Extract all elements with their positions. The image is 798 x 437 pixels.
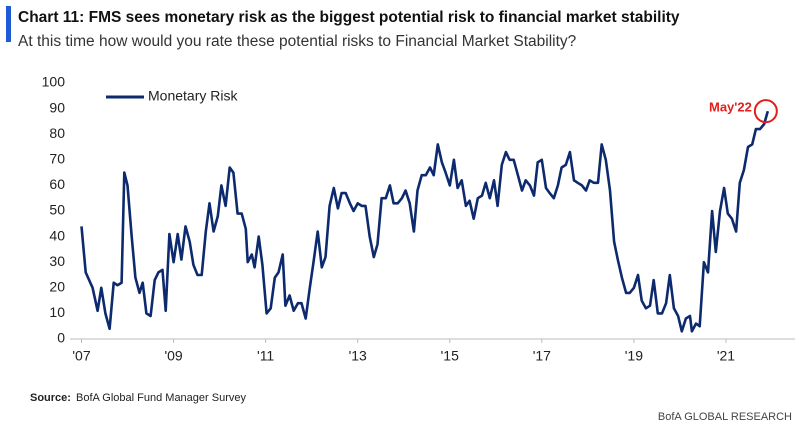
x-tick-label: '21: [717, 348, 735, 364]
x-tick-label: '19: [625, 348, 643, 364]
source-text: BofA Global Fund Manager Survey: [76, 392, 246, 404]
title-accent: [6, 6, 11, 42]
x-tick-label: '13: [349, 348, 367, 364]
y-tick-label: 100: [42, 74, 66, 90]
x-tick-label: '07: [72, 348, 90, 364]
chart-title: Chart 11: FMS sees monetary risk as the …: [18, 9, 680, 26]
y-tick-label: 30: [49, 253, 65, 269]
x-tick-label: '11: [257, 348, 274, 364]
x-tick-label: '09: [164, 348, 182, 364]
annotation: May'22: [709, 100, 752, 115]
highlight-circle: [753, 99, 778, 124]
chart-subtitle: At this time how would you rate these po…: [18, 33, 577, 50]
y-tick-label: 80: [49, 125, 65, 141]
series-line: [80, 110, 770, 333]
y-tick-label: 70: [49, 151, 65, 167]
y-tick-label: 20: [49, 279, 65, 295]
legend-label: Monetary Risk: [148, 88, 238, 104]
source-label: Source:: [30, 392, 71, 404]
x-tick-label: '15: [441, 348, 459, 364]
x-tick-label: '17: [533, 348, 551, 364]
y-tick-label: 60: [49, 176, 65, 192]
y-tick-label: 50: [49, 202, 65, 218]
footer: BofA GLOBAL RESEARCH: [658, 411, 792, 423]
y-tick-label: 40: [49, 227, 65, 243]
y-tick-label: 0: [57, 330, 65, 346]
y-tick-label: 10: [49, 304, 65, 320]
y-tick-label: 90: [49, 99, 65, 115]
